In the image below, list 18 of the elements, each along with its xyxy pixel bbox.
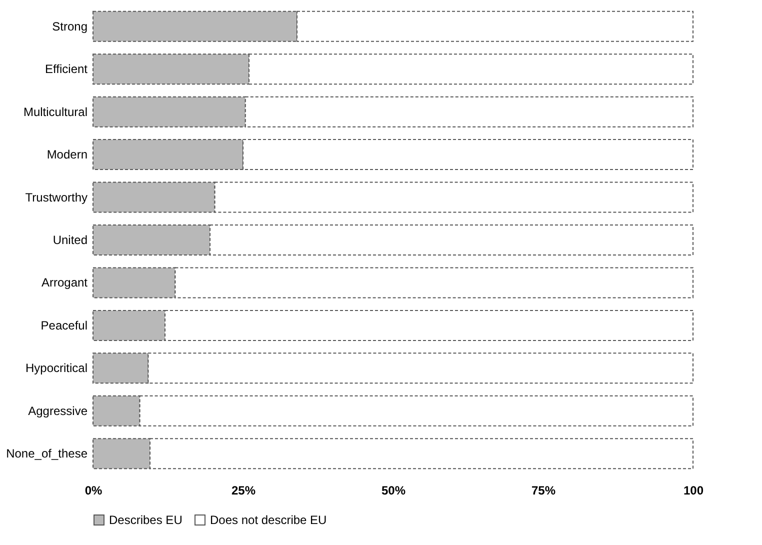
x-tick-label: 100 xyxy=(683,484,704,498)
x-tick-label: 0% xyxy=(84,484,102,498)
y-tick-label: Strong xyxy=(52,19,88,34)
y-tick-label: Peaceful xyxy=(40,318,88,332)
y-tick-label: Trustworthy xyxy=(25,190,88,204)
y-tick-label: Aggressive xyxy=(28,404,88,418)
y-tick-label: Modern xyxy=(46,148,88,162)
y-tick-label: Efficient xyxy=(45,62,88,76)
x-tick-label: 75% xyxy=(531,484,556,498)
x-tick-label: 25% xyxy=(231,484,256,498)
legend-label: Describes EU xyxy=(109,513,182,527)
y-tick-label: United xyxy=(52,233,88,247)
legend-label: Does not describe EU xyxy=(210,513,327,527)
y-tick-label: None_of_these xyxy=(6,446,88,461)
y-tick-label: Multicultural xyxy=(23,104,88,119)
y-tick-label: Arrogant xyxy=(41,276,88,290)
x-tick-label: 50% xyxy=(381,484,406,498)
y-tick-label: Hypocritical xyxy=(25,361,88,376)
